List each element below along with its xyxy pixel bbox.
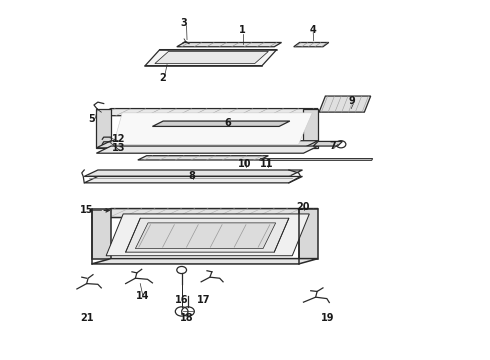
Text: 14: 14: [136, 291, 149, 301]
Polygon shape: [92, 208, 318, 217]
Polygon shape: [155, 51, 269, 64]
Text: 21: 21: [80, 312, 94, 323]
Polygon shape: [97, 146, 318, 153]
Text: 19: 19: [321, 312, 335, 323]
Polygon shape: [319, 96, 371, 112]
Polygon shape: [152, 121, 290, 126]
Text: 8: 8: [188, 171, 195, 181]
Text: 5: 5: [88, 114, 95, 124]
Polygon shape: [294, 42, 329, 47]
Text: 6: 6: [224, 118, 231, 128]
Text: 16: 16: [175, 295, 189, 305]
Text: 1: 1: [239, 25, 246, 35]
Polygon shape: [298, 208, 318, 258]
Text: 9: 9: [349, 96, 356, 107]
Text: 18: 18: [180, 312, 194, 323]
Polygon shape: [97, 141, 318, 148]
Text: 4: 4: [310, 25, 317, 35]
Ellipse shape: [162, 122, 172, 125]
Polygon shape: [106, 214, 309, 256]
Text: 20: 20: [297, 202, 310, 212]
Polygon shape: [138, 156, 269, 160]
Text: 2: 2: [159, 73, 166, 83]
Polygon shape: [260, 158, 373, 160]
Text: 3: 3: [181, 18, 188, 28]
Polygon shape: [97, 109, 318, 116]
Text: 12: 12: [112, 134, 125, 144]
Polygon shape: [125, 218, 289, 252]
Polygon shape: [97, 109, 111, 148]
Polygon shape: [177, 42, 282, 47]
Polygon shape: [145, 50, 277, 66]
Polygon shape: [92, 208, 111, 258]
Text: 15: 15: [80, 205, 94, 215]
Polygon shape: [92, 258, 318, 264]
Polygon shape: [313, 141, 343, 146]
Text: 7: 7: [329, 141, 336, 151]
Polygon shape: [135, 223, 276, 249]
Text: 17: 17: [197, 295, 210, 305]
Polygon shape: [303, 109, 318, 148]
Polygon shape: [84, 176, 302, 183]
Text: 13: 13: [112, 143, 125, 153]
Ellipse shape: [270, 122, 279, 125]
Polygon shape: [114, 113, 312, 144]
Text: 11: 11: [260, 159, 274, 169]
Text: 10: 10: [238, 159, 252, 169]
Polygon shape: [84, 170, 302, 176]
